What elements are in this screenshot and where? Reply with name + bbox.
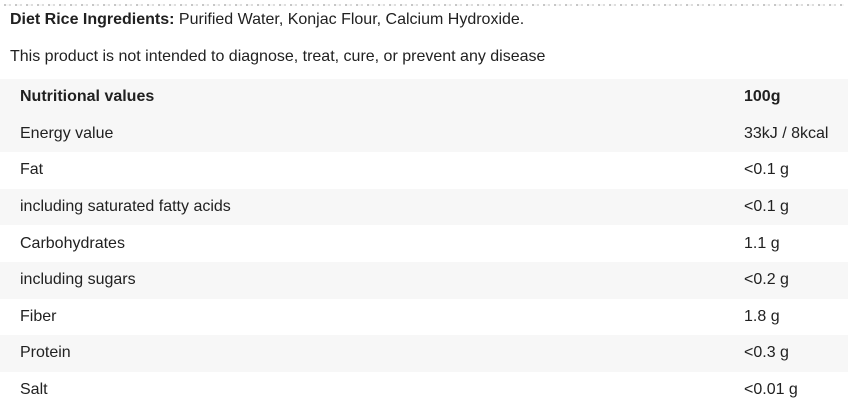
nutrient-name: Salt bbox=[20, 381, 48, 399]
nutrient-value: <0.3 g bbox=[744, 344, 789, 362]
ingredients-line: Diet Rice Ingredients: Purified Water, K… bbox=[10, 0, 838, 29]
table-row-salt: Salt <0.01 g bbox=[0, 372, 848, 408]
nutrient-value: <0.01 g bbox=[744, 381, 798, 399]
nutrient-value: <0.1 g bbox=[744, 198, 789, 216]
table-header-nutrient: Nutritional values bbox=[20, 88, 155, 106]
nutrient-name: Fat bbox=[20, 161, 44, 179]
nutrient-value: 33kJ / 8kcal bbox=[744, 124, 829, 142]
nutrition-table: Nutritional values 100g Energy value 33k… bbox=[0, 79, 848, 408]
nutrient-name: Carbohydrates bbox=[20, 234, 125, 252]
nutrient-value: <0.1 g bbox=[744, 161, 789, 179]
table-row-fat: Fat <0.1 g bbox=[0, 152, 848, 189]
table-row-sugars: including sugars <0.2 g bbox=[0, 261, 848, 299]
nutrition-table-body: Energy value 33kJ / 8kcal Fat <0.1 g inc… bbox=[0, 115, 848, 408]
table-row-protein: Protein <0.3 g bbox=[0, 335, 848, 372]
nutrition-table-head: Nutritional values 100g bbox=[0, 79, 848, 116]
nutrient-name: Fiber bbox=[20, 307, 57, 325]
nutrient-name: including sugars bbox=[20, 271, 136, 289]
table-row-saturated-fat: including saturated fatty acids <0.1 g bbox=[0, 188, 848, 226]
table-header-row: Nutritional values 100g bbox=[0, 79, 848, 116]
nutrient-value: <0.2 g bbox=[744, 271, 789, 289]
nutrient-name: Energy value bbox=[20, 124, 114, 142]
nutrient-name: including saturated fatty acids bbox=[20, 198, 231, 216]
disclaimer-line: This product is not intended to diagnose… bbox=[10, 48, 546, 65]
intro-section: Diet Rice Ingredients: Purified Water, K… bbox=[0, 0, 848, 66]
table-row-fiber: Fiber 1.8 g bbox=[0, 299, 848, 336]
nutrient-value: 1.8 g bbox=[744, 307, 780, 325]
ingredients-text: Purified Water, Konjac Flour, Calcium Hy… bbox=[174, 11, 525, 28]
nutrient-name: Protein bbox=[20, 344, 71, 362]
table-row-carbohydrates: Carbohydrates 1.1 g bbox=[0, 225, 848, 262]
nutrient-value: 1.1 g bbox=[744, 234, 780, 252]
ingredients-label: Diet Rice Ingredients: bbox=[10, 11, 175, 28]
table-row-energy: Energy value 33kJ / 8kcal bbox=[0, 115, 848, 153]
table-header-amount: 100g bbox=[744, 88, 781, 106]
